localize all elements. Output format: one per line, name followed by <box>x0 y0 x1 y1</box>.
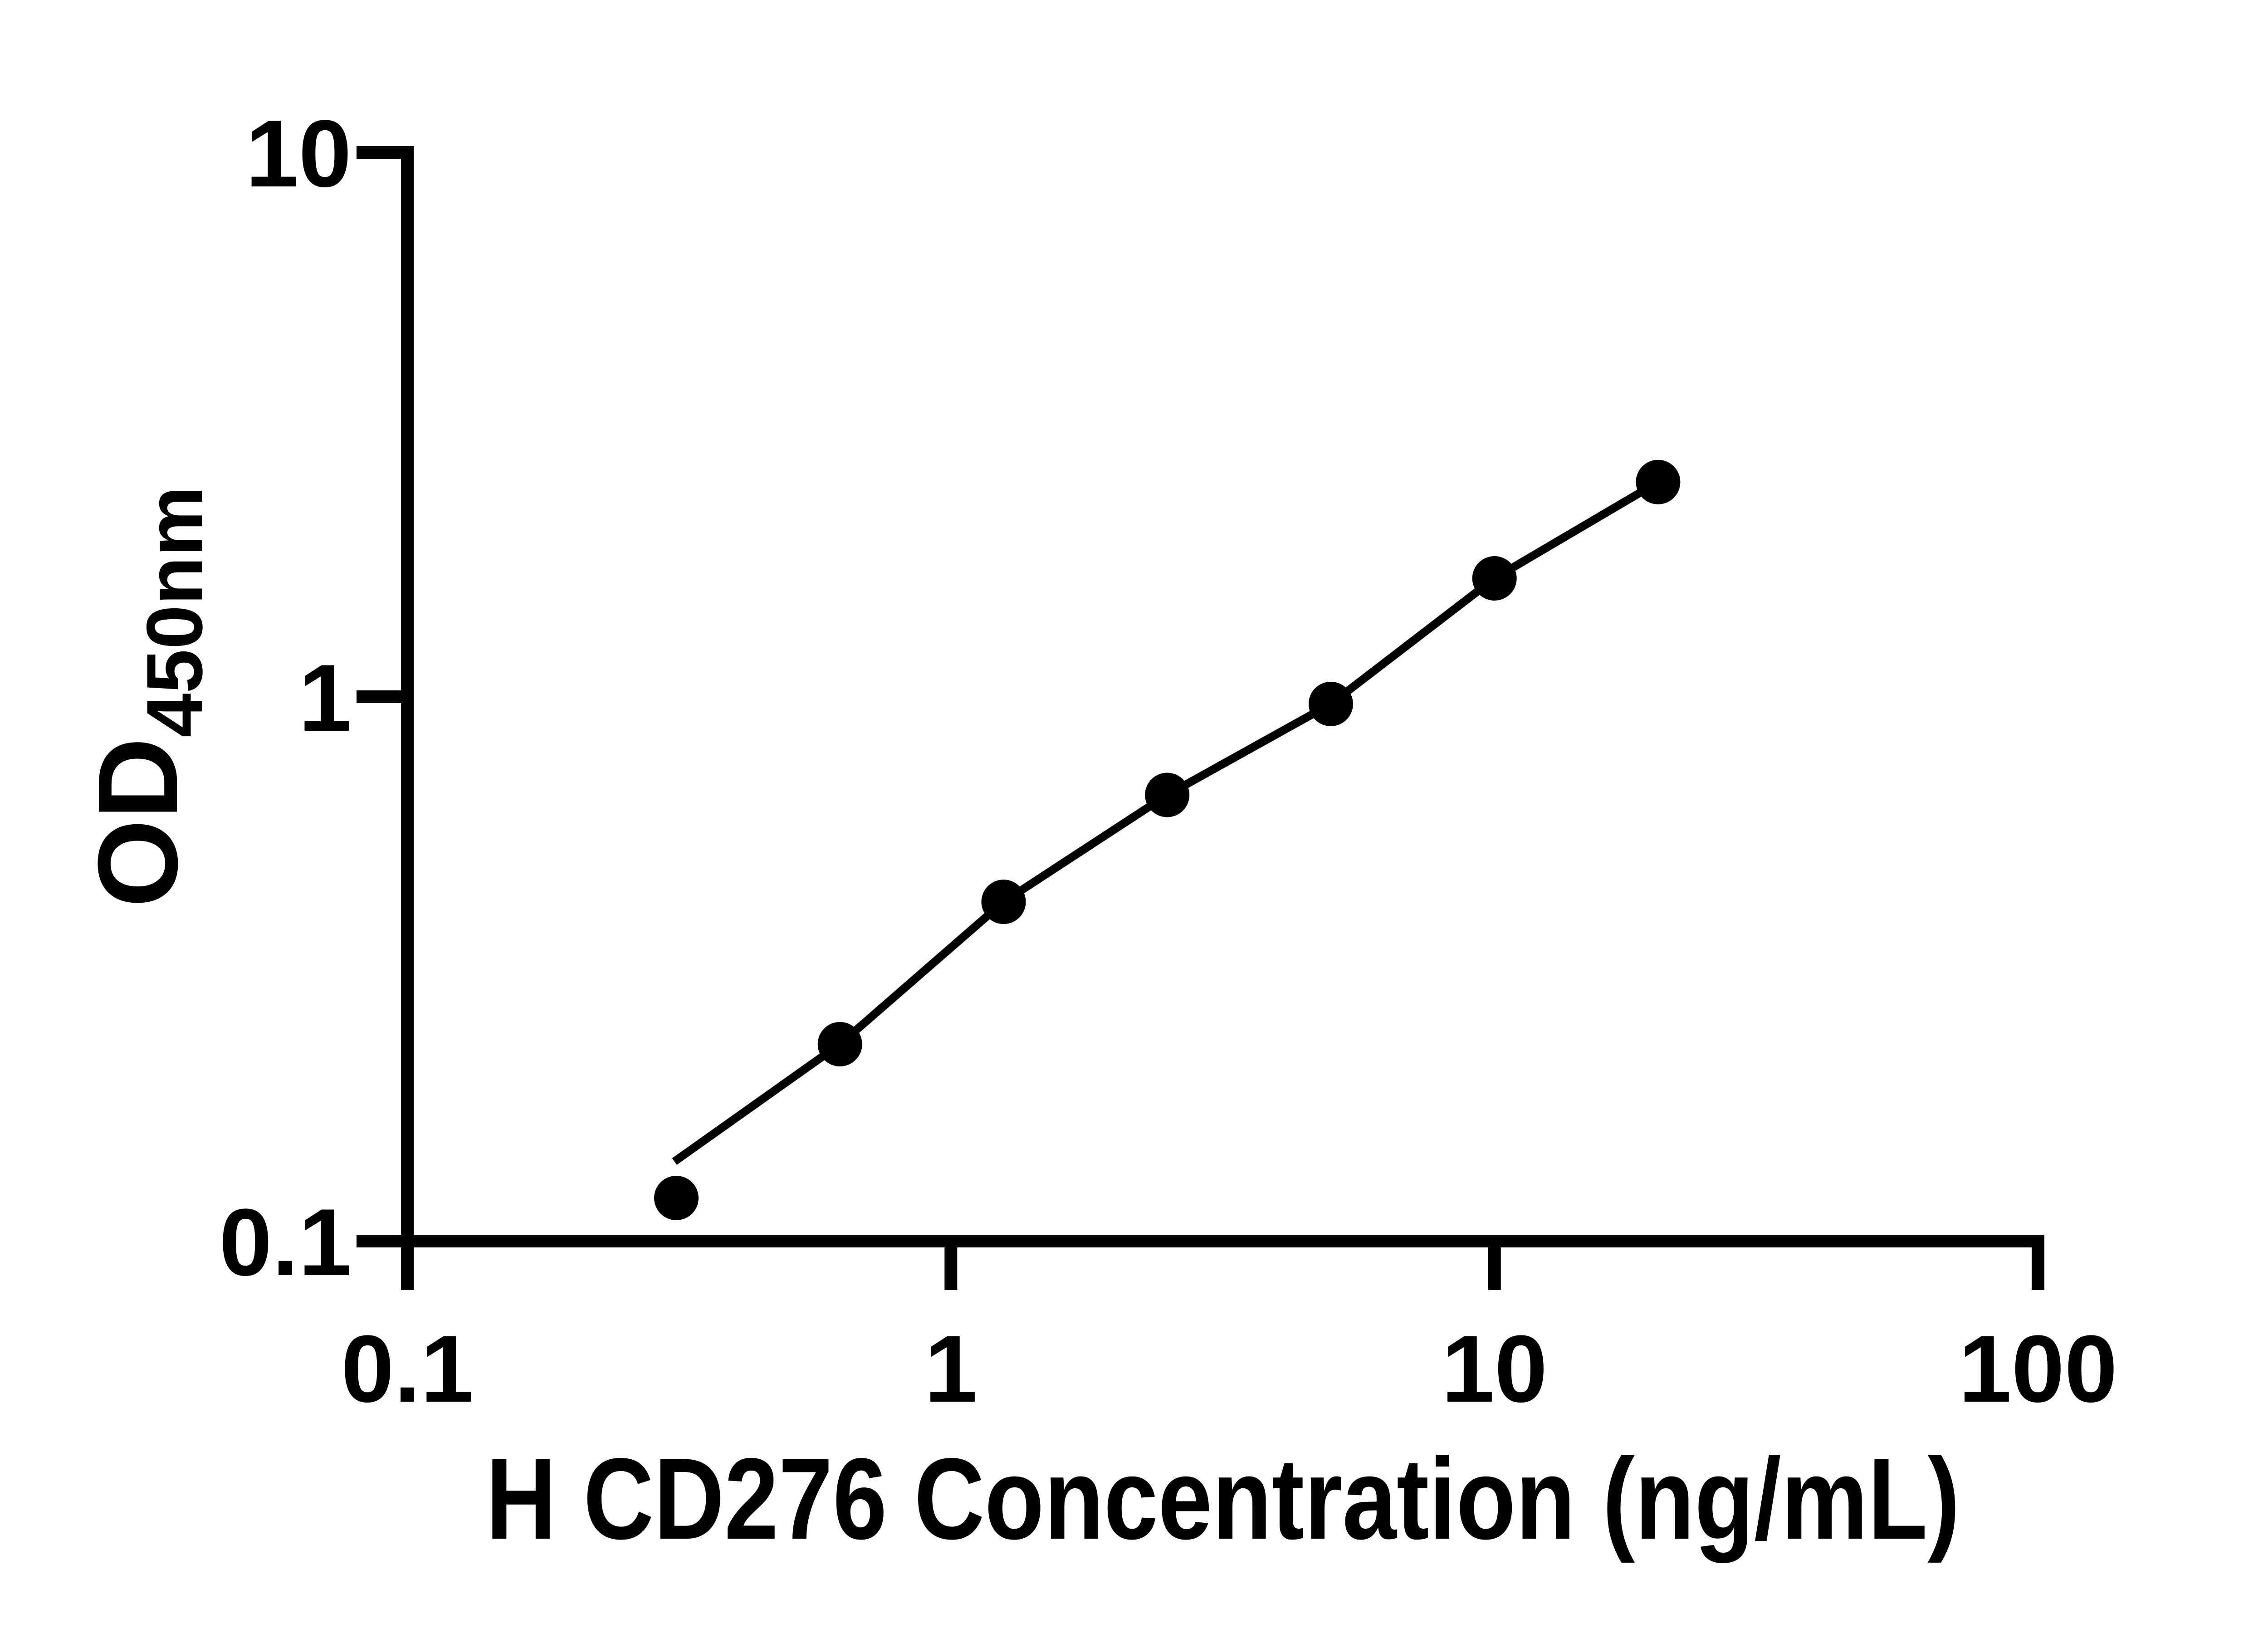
y-axis-title: OD450nm <box>74 486 219 907</box>
data-point <box>654 1176 699 1220</box>
axes <box>401 146 2044 1290</box>
y-tick-label: 0.1 <box>219 1189 352 1296</box>
data-point <box>1472 556 1517 601</box>
x-axis-title: H CD276 Concentration (ng/mL) <box>486 1434 1960 1564</box>
x-tick-label: 1 <box>924 1315 978 1422</box>
y-tick-label: 1 <box>298 645 352 751</box>
y-axis-title-subscript: 450nm <box>131 486 219 737</box>
data-points <box>654 460 1681 1220</box>
axis-ticks <box>357 146 2044 1290</box>
data-point <box>1308 681 1353 726</box>
x-tick-label: 100 <box>1959 1315 2117 1422</box>
x-tick-label: 0.1 <box>341 1315 474 1422</box>
data-point <box>1145 772 1190 817</box>
data-point <box>817 1022 862 1066</box>
x-tick-label: 10 <box>1442 1315 1548 1422</box>
y-axis-title-main: OD <box>74 738 201 908</box>
tick-labels: 0.1 1 10 0.1 1 10 100 <box>219 100 2117 1422</box>
data-point <box>981 880 1026 924</box>
y-tick-label: 10 <box>245 100 352 207</box>
data-point <box>1636 460 1681 504</box>
